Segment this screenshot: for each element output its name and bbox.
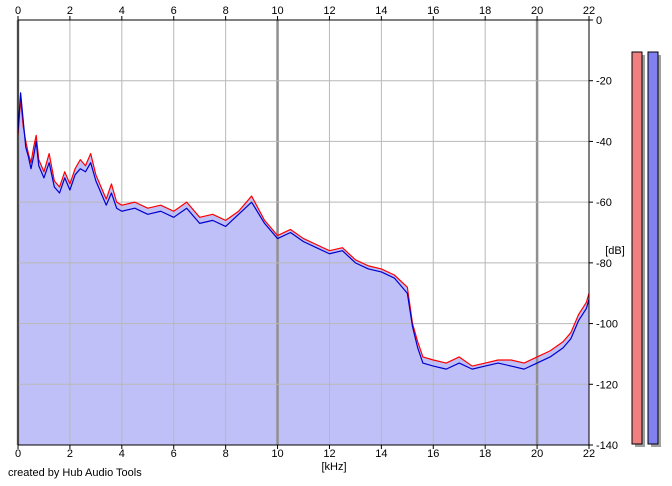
x-tick-label-top: 18: [479, 5, 491, 17]
x-tick-label-top: 2: [67, 5, 73, 17]
credit-text: created by Hub Audio Tools: [8, 467, 142, 479]
y-tick-label: -80: [596, 258, 612, 270]
x-tick-label-top: 14: [375, 5, 387, 17]
y-axis-label: [dB]: [605, 245, 625, 257]
x-tick-label-top: 16: [427, 5, 439, 17]
x-tick-label-bottom: 2: [67, 448, 73, 460]
x-tick-label-bottom: 6: [171, 448, 177, 460]
y-tick-label: -40: [596, 136, 612, 148]
x-tick-label-bottom: 14: [375, 448, 387, 460]
x-tick-label-top: 20: [531, 5, 543, 17]
level-meter-1: [631, 51, 643, 445]
spectrum-area: [18, 92, 589, 446]
x-tick-label-top: 10: [271, 5, 283, 17]
y-tick-label: -100: [596, 319, 618, 331]
x-tick-label-top: 6: [171, 5, 177, 17]
axes: [17, 16, 593, 449]
x-tick-label-top: 12: [323, 5, 335, 17]
x-tick-label-bottom: 22: [583, 448, 595, 460]
x-tick-label-bottom: 4: [119, 448, 125, 460]
y-tick-label: -20: [596, 76, 612, 88]
y-tick-label: -120: [596, 379, 618, 391]
series-layer: [17, 92, 590, 370]
x-tick-label-top: 0: [15, 5, 21, 17]
x-axis-label: [kHz]: [321, 461, 346, 473]
x-tick-label-top: 8: [223, 5, 229, 17]
x-tick-label-bottom: 18: [479, 448, 491, 460]
x-tick-label-bottom: 12: [323, 448, 335, 460]
level-meter-2: [647, 51, 659, 445]
y-tick-label: 0: [596, 15, 602, 27]
x-tick-label-bottom: 8: [223, 448, 229, 460]
y-tick-label: -140: [596, 440, 618, 452]
y-tick-label: -60: [596, 197, 612, 209]
x-tick-label-bottom: 0: [15, 448, 21, 460]
spectrum-fill: [18, 92, 589, 446]
tick-labels: 002244668810101212141416161818202022220-…: [15, 5, 618, 460]
level-meters: [631, 51, 661, 447]
x-tick-label-bottom: 10: [271, 448, 283, 460]
x-tick-label-bottom: 20: [531, 448, 543, 460]
x-tick-label-top: 4: [119, 5, 125, 17]
x-tick-label-bottom: 16: [427, 448, 439, 460]
series-line-2: [17, 92, 590, 370]
x-tick-label-top: 22: [583, 5, 595, 17]
series-line-1: [17, 98, 590, 367]
